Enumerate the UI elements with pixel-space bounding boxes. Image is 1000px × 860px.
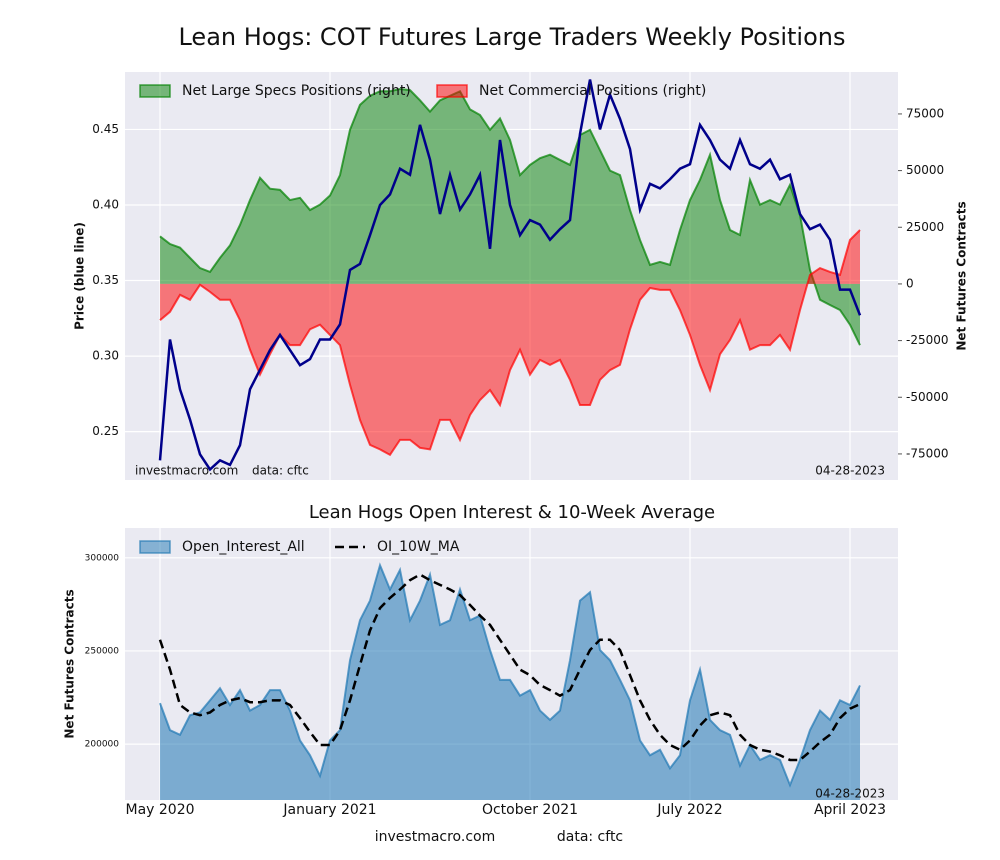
area-fill <box>160 229 860 455</box>
y-tick-label: 0.35 <box>92 273 119 287</box>
y-axis-label: Net Futures Contracts <box>63 589 77 738</box>
line <box>158 79 862 472</box>
annotation: data: cftc <box>557 829 623 845</box>
y2-tick-label: -25000 <box>906 333 949 347</box>
y-tick-label: 200000 <box>85 740 120 750</box>
annotation: data: cftc <box>252 464 309 478</box>
line <box>158 573 861 762</box>
annotation: 04-28-2023 <box>815 787 885 801</box>
y2-axis-label: Net Futures Contracts <box>955 201 969 350</box>
x-tick-label: May 2020 <box>125 802 194 818</box>
legend-swatch <box>436 84 468 98</box>
y2-tick-label: 25000 <box>906 220 944 234</box>
x-tick-label: April 2023 <box>814 802 886 818</box>
legend-swatch <box>139 84 171 98</box>
chart-title: Lean Hogs: COT Futures Large Traders Wee… <box>178 23 845 51</box>
y-tick-label: 0.45 <box>92 122 119 136</box>
y2-tick-label: 0 <box>906 276 914 290</box>
annotation: investmacro.com <box>135 464 238 478</box>
y2-tick-label: -75000 <box>906 446 949 460</box>
y-tick-label: 0.40 <box>92 197 119 211</box>
area-line <box>159 562 861 788</box>
y2-tick-label: -50000 <box>906 390 949 404</box>
x-tick-label: October 2021 <box>482 802 578 818</box>
legend-swatch <box>139 540 171 554</box>
annotation: 04-28-2023 <box>815 464 885 478</box>
annotation: investmacro.com <box>375 829 495 845</box>
y-tick-label: 300000 <box>85 553 120 563</box>
legend-label: Net Large Specs Positions (right) <box>182 83 411 99</box>
chart-title: Lean Hogs Open Interest & 10-Week Averag… <box>309 502 715 523</box>
y-axis-label: Price (blue line) <box>73 222 87 330</box>
y2-tick-label: 75000 <box>906 106 944 120</box>
area-line <box>159 87 861 346</box>
y-tick-label: 250000 <box>85 646 120 656</box>
x-tick-label: January 2021 <box>282 802 376 818</box>
legend-label: Open_Interest_All <box>182 539 305 555</box>
area-fill <box>160 89 860 346</box>
y-tick-label: 0.25 <box>92 424 119 438</box>
legend-label: Net Commercial Positions (right) <box>479 83 706 99</box>
area-fill <box>160 565 860 800</box>
y-tick-label: 0.30 <box>92 349 119 363</box>
legend-label: OI_10W_MA <box>377 539 460 555</box>
x-tick-label: July 2022 <box>656 802 722 818</box>
y2-tick-label: 50000 <box>906 163 944 177</box>
